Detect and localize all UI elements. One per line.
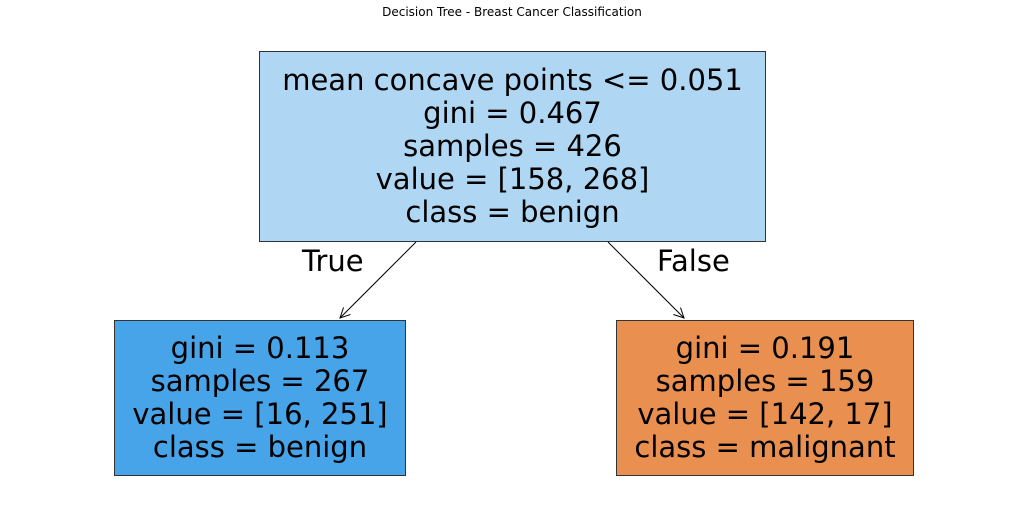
left-leaf-node: gini = 0.113 samples = 267 value = [16, … bbox=[114, 320, 406, 476]
edge-true-arrow bbox=[340, 241, 417, 318]
left-value: value = [16, 251] bbox=[132, 397, 388, 431]
root-class: class = benign bbox=[405, 195, 620, 229]
left-gini: gini = 0.113 bbox=[170, 331, 350, 365]
right-gini: gini = 0.191 bbox=[675, 331, 855, 365]
edge-true-label: True bbox=[302, 244, 364, 278]
right-leaf-node: gini = 0.191 samples = 159 value = [142,… bbox=[616, 320, 914, 476]
root-value: value = [158, 268] bbox=[375, 162, 650, 196]
left-samples: samples = 267 bbox=[150, 364, 370, 398]
edge-false-arrow bbox=[607, 241, 684, 318]
right-class: class = malignant bbox=[634, 430, 896, 464]
root-split-condition: mean concave points <= 0.051 bbox=[282, 63, 743, 97]
root-samples: samples = 426 bbox=[403, 129, 622, 163]
edge-false-label: False bbox=[657, 244, 730, 278]
left-class: class = benign bbox=[152, 430, 368, 464]
right-samples: samples = 159 bbox=[655, 364, 875, 398]
root-node: mean concave points <= 0.051 gini = 0.46… bbox=[259, 51, 766, 242]
figure-title: Decision Tree - Breast Cancer Classifica… bbox=[382, 5, 642, 19]
root-gini: gini = 0.467 bbox=[423, 96, 602, 130]
right-value: value = [142, 17] bbox=[637, 397, 893, 431]
